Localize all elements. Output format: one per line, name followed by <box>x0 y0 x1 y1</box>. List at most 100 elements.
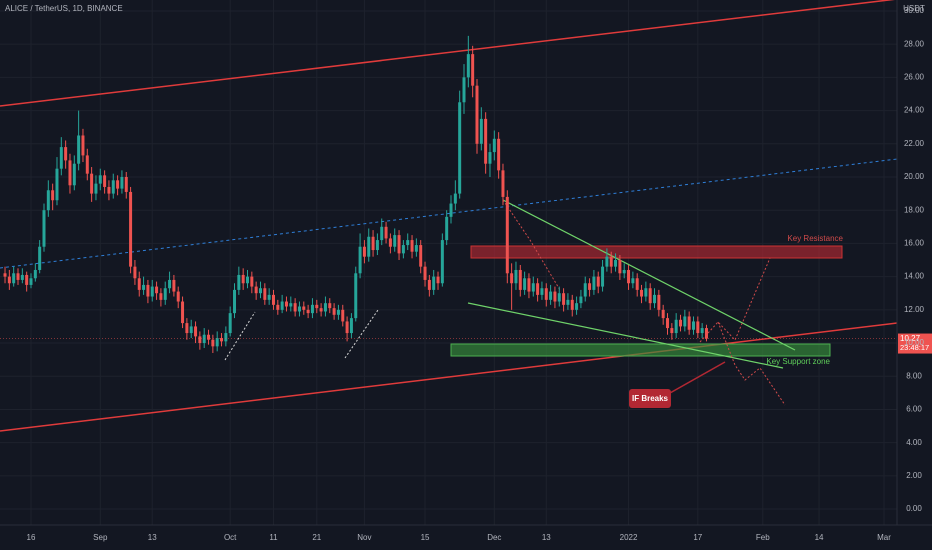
candle-body <box>679 319 683 327</box>
y-tick-label: 4.00 <box>906 438 922 447</box>
candle-body <box>657 294 661 310</box>
candle-body <box>479 118 483 144</box>
y-tick-label: 6.00 <box>906 405 922 414</box>
candle-body <box>289 303 293 307</box>
projection <box>224 311 256 361</box>
candle-body <box>640 289 644 297</box>
candle-body <box>583 283 587 297</box>
y-tick-label: 14.00 <box>904 272 925 281</box>
resistance-zone <box>470 245 843 259</box>
candle-body <box>406 240 410 246</box>
candle-body <box>319 308 323 312</box>
candle-body <box>146 284 150 297</box>
candle-body <box>696 321 700 334</box>
candle-body <box>297 306 301 312</box>
candle-body <box>484 118 488 164</box>
candle-body <box>116 180 120 189</box>
candle-body <box>653 294 657 304</box>
candle-body <box>527 278 531 292</box>
candle-body <box>51 190 55 201</box>
candle-body <box>362 246 366 257</box>
candle-body <box>211 339 215 347</box>
candle-body <box>549 291 553 300</box>
candle-body <box>687 316 691 330</box>
candle-body <box>3 273 7 277</box>
candle-body <box>514 269 518 284</box>
candle-body <box>414 245 418 252</box>
x-tick-label: 15 <box>421 533 430 542</box>
candle-body <box>228 313 232 334</box>
candle-body <box>332 308 336 315</box>
channel-mid <box>0 158 898 269</box>
candle-body <box>59 147 63 169</box>
candle-body <box>341 309 345 322</box>
candle-body <box>449 203 453 217</box>
y-tick-label: 10.00 <box>904 338 925 347</box>
candle-body <box>562 293 566 305</box>
candle-body <box>631 278 635 284</box>
candle-body <box>627 269 631 284</box>
x-tick-label: 2022 <box>620 533 638 542</box>
x-tick-label: 13 <box>148 533 157 542</box>
x-tick-label: 16 <box>27 533 36 542</box>
x-tick-label: 14 <box>815 533 824 542</box>
candle-body <box>207 334 211 340</box>
candle-body <box>220 338 224 342</box>
candle-body <box>427 279 431 290</box>
candle-body <box>202 334 206 344</box>
y-tick-label: 22.00 <box>904 139 925 148</box>
candle-body <box>345 321 349 334</box>
candle-body <box>250 276 254 287</box>
candle-body <box>133 266 137 279</box>
candle-body <box>142 284 146 290</box>
candle-body <box>315 304 319 309</box>
candle-body <box>661 309 665 319</box>
candle-body <box>306 309 310 314</box>
candle-body <box>475 85 479 144</box>
candle-body <box>237 274 241 290</box>
candle-body <box>98 175 102 184</box>
callout-arrow <box>669 361 726 394</box>
candle-body <box>588 283 592 290</box>
candle-body <box>68 160 72 186</box>
candle-body <box>700 328 704 334</box>
candle-body <box>471 54 475 86</box>
candle-body <box>375 240 379 251</box>
candle-body <box>29 278 33 285</box>
candle-body <box>120 176 124 189</box>
candle-body <box>605 256 609 267</box>
candle-body <box>181 301 185 324</box>
candle-body <box>159 293 163 300</box>
candle-body <box>280 301 284 310</box>
candle-body <box>137 278 141 290</box>
candle-body <box>683 316 687 327</box>
candle-body <box>224 333 228 342</box>
grid <box>0 0 897 525</box>
candle-body <box>466 54 470 78</box>
candle-body <box>55 168 59 201</box>
projection <box>502 199 561 291</box>
y-tick-label: 26.00 <box>904 72 925 81</box>
candle-body <box>107 186 111 194</box>
candle-body <box>440 240 444 284</box>
candle-body <box>271 294 275 305</box>
candle-body <box>553 291 557 302</box>
candle-body <box>293 303 297 312</box>
candle-body <box>64 147 68 161</box>
candle-body <box>401 245 405 254</box>
candle-body <box>354 273 358 319</box>
candle-body <box>518 269 522 290</box>
candle-body <box>77 135 81 164</box>
x-tick-label: 13 <box>542 533 551 542</box>
candle-body <box>371 236 375 251</box>
drawings: IF Breaks Key Resistance Key Support zon… <box>0 0 898 432</box>
candle-body <box>328 303 332 309</box>
candle-body <box>497 138 501 171</box>
x-tick-label: Mar <box>877 533 891 542</box>
candle-body <box>570 299 574 310</box>
candle-body <box>691 321 695 330</box>
candle-body <box>596 276 600 287</box>
candle-body <box>523 278 527 290</box>
